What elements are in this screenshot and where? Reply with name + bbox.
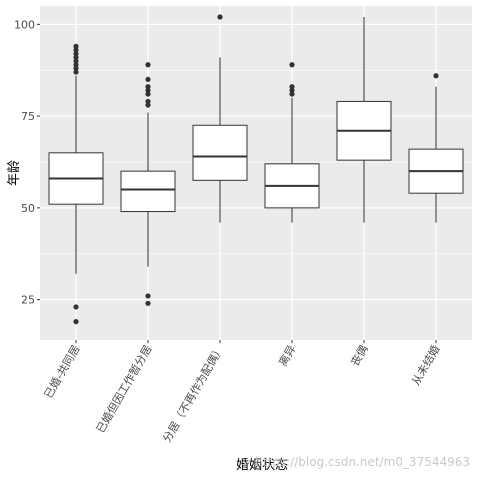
boxes (48, 14, 464, 325)
x-tick-label: 已婚-共同居 (41, 343, 83, 401)
y-tick-label: 50 (21, 202, 35, 215)
box-group (192, 14, 248, 223)
y-tick-label: 75 (21, 110, 35, 123)
box-group (120, 62, 176, 306)
outlier-point (289, 62, 295, 68)
outlier-point (73, 62, 79, 68)
outlier-point (289, 87, 295, 94)
outlier-point (73, 69, 79, 75)
x-tick-label: 已婚但因工作暂分居 (93, 343, 155, 436)
plot-panel (40, 6, 472, 340)
outlier-point (73, 47, 79, 53)
outlier-point (145, 91, 151, 97)
outlier-point (145, 76, 151, 83)
outlier-point (73, 58, 79, 64)
outlier-point (73, 65, 79, 71)
outlier-point (145, 84, 151, 90)
y-tick-label: 100 (14, 18, 35, 31)
outlier-point (73, 304, 79, 310)
outlier-point (145, 98, 151, 105)
outlier-point (217, 14, 223, 20)
x-tick-label: 丧偶 (348, 343, 370, 369)
y-axis-title: 年龄 (7, 160, 22, 186)
box-group (264, 62, 320, 223)
outlier-point (289, 91, 295, 97)
outlier-point (73, 319, 79, 325)
outlier-point (73, 54, 79, 60)
iqr-box (120, 170, 176, 213)
outlier-point (145, 293, 151, 299)
y-axis-ticks: 25 50 75 100 (14, 18, 40, 307)
box-group (48, 43, 104, 325)
outlier-point (145, 87, 151, 94)
x-axis-ticks: 已婚-共同居 已婚但因工作暂分居 分居（不再作为配偶） 离异 丧偶 从未结婚 (41, 340, 443, 445)
x-tick-label: 从未结婚 (408, 343, 442, 388)
outlier-point (145, 300, 151, 306)
outlier-point (73, 43, 79, 49)
outlier-point (433, 73, 439, 79)
x-tick-label: 离异 (275, 343, 298, 369)
iqr-box (192, 124, 248, 181)
x-tick-label: 分居（不再作为配偶） (160, 343, 226, 445)
watermark: https://blog.csdn.net/m0_37544963 (255, 455, 470, 469)
box-group (336, 17, 392, 223)
outlier-point (145, 62, 151, 68)
outlier-point (145, 102, 151, 108)
box-group (408, 73, 464, 223)
y-tick-label: 25 (21, 294, 35, 307)
outlier-point (73, 51, 79, 57)
outlier-point (289, 84, 295, 90)
x-axis-title: 婚姻状态 (236, 458, 288, 473)
